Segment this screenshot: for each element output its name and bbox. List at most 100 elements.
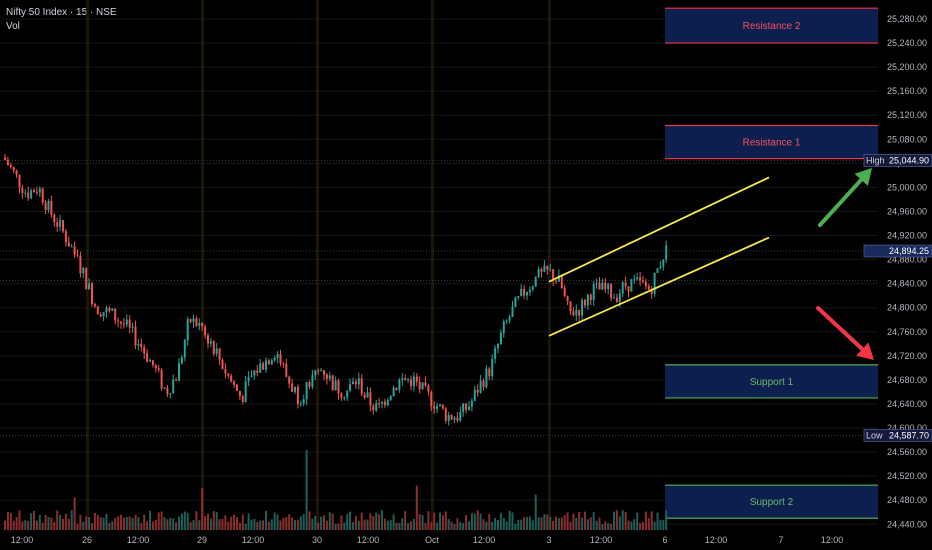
candle-body bbox=[607, 284, 610, 290]
candle-body bbox=[59, 220, 62, 227]
volume-bar bbox=[656, 512, 659, 530]
candle-body bbox=[125, 319, 128, 325]
volume-bar bbox=[265, 510, 267, 530]
volume-bar bbox=[111, 521, 114, 530]
candle-body bbox=[386, 400, 389, 406]
candle-body bbox=[465, 403, 468, 410]
volume-bar bbox=[70, 510, 73, 530]
volume-bar bbox=[540, 517, 543, 530]
candle-body bbox=[157, 368, 160, 371]
candle-body bbox=[656, 268, 659, 273]
volume-bar bbox=[47, 517, 50, 530]
candle-body bbox=[647, 286, 650, 290]
volume-bar bbox=[528, 516, 531, 530]
volume-bar bbox=[6, 511, 9, 530]
candle-body bbox=[230, 375, 233, 382]
price-tick-label: 24,960.00 bbox=[887, 206, 927, 216]
volume-bar bbox=[465, 515, 468, 530]
candle-body bbox=[50, 200, 53, 215]
candle-body bbox=[253, 370, 256, 376]
candle-body bbox=[537, 269, 540, 278]
price-tick-label: 25,240.00 bbox=[887, 38, 927, 48]
candle-body bbox=[288, 376, 291, 384]
volume-bar bbox=[407, 523, 410, 530]
candle-body bbox=[79, 255, 82, 274]
candle-body bbox=[378, 403, 381, 405]
volume-bar bbox=[273, 512, 276, 530]
volume-bar bbox=[401, 518, 404, 530]
arrow-to-support bbox=[816, 306, 865, 352]
volume-bar bbox=[366, 519, 369, 530]
volume-bar bbox=[30, 513, 33, 530]
candle-body bbox=[117, 320, 120, 322]
candle-body bbox=[642, 280, 644, 282]
low-tag-label: Low bbox=[866, 430, 883, 440]
zone-box bbox=[665, 485, 878, 519]
volume-bar bbox=[169, 517, 172, 530]
volume-bar bbox=[311, 518, 314, 530]
price-channel[interactable] bbox=[548, 176, 770, 337]
price-tick-label: 24,720.00 bbox=[887, 351, 927, 361]
volume-bar bbox=[85, 516, 88, 530]
candle-body bbox=[357, 378, 360, 385]
candle-body bbox=[433, 406, 436, 409]
volume-bar bbox=[99, 517, 102, 530]
volume-bar bbox=[279, 520, 282, 530]
price-tick-label: 25,000.00 bbox=[887, 182, 927, 192]
price-tick-label: 24,840.00 bbox=[887, 279, 927, 289]
volume-bar bbox=[476, 510, 479, 530]
candle-body bbox=[207, 335, 209, 344]
candle-body bbox=[175, 379, 178, 381]
candle-body bbox=[421, 382, 424, 390]
volume-bar bbox=[439, 512, 441, 530]
volume-bar bbox=[140, 523, 143, 530]
volume-bar bbox=[644, 511, 647, 530]
price-tick-label: 25,120.00 bbox=[887, 110, 927, 120]
volume-label[interactable]: Vol bbox=[6, 21, 20, 32]
candle-body bbox=[180, 357, 183, 364]
candle-body bbox=[140, 343, 143, 348]
candle-body bbox=[459, 411, 462, 421]
arrows[interactable] bbox=[816, 168, 874, 360]
high-tag-label: High bbox=[866, 155, 885, 165]
candle-body bbox=[578, 310, 581, 316]
volume-bar bbox=[343, 522, 346, 530]
candle-body bbox=[172, 379, 175, 394]
candle-body bbox=[317, 370, 320, 372]
time-tick-label: 12:00 bbox=[821, 535, 844, 545]
candle-body bbox=[238, 390, 241, 397]
candle-body bbox=[27, 192, 30, 199]
time-tick-label: 12:00 bbox=[357, 535, 380, 545]
volume-bar bbox=[563, 514, 566, 530]
volume-bar bbox=[288, 514, 291, 530]
symbol-title[interactable]: Nifty 50 Index · 15 · NSE bbox=[6, 7, 117, 18]
volume-bar bbox=[192, 520, 195, 530]
candle-body bbox=[508, 316, 511, 321]
candle-body bbox=[404, 378, 407, 380]
candle-body bbox=[546, 265, 549, 270]
volume-bar bbox=[613, 511, 615, 530]
candle-body bbox=[482, 380, 485, 388]
last-price-tag-value: 24,894.25 bbox=[889, 246, 929, 256]
volume-bar bbox=[375, 512, 378, 530]
candle-body bbox=[531, 286, 534, 290]
price-axis[interactable]: 25,280.00 25,240.00 25,200.00 25,160.00 25,1… bbox=[887, 14, 927, 529]
volume-bar bbox=[404, 511, 407, 530]
volume-bar bbox=[618, 516, 621, 530]
candle-body bbox=[273, 358, 276, 361]
candle-body bbox=[198, 323, 201, 326]
volume-bar bbox=[586, 519, 589, 530]
volume-bar bbox=[502, 518, 505, 530]
volume-bar bbox=[64, 513, 67, 530]
candle-body bbox=[102, 312, 105, 317]
candle-body bbox=[644, 281, 647, 287]
volume-bar bbox=[291, 517, 294, 530]
candle-body bbox=[314, 370, 317, 376]
time-axis[interactable]: 12:00 26 12:00 29 12:00 30 12:00 Oct 12:00 3 12:00… bbox=[11, 535, 844, 545]
candle-body bbox=[30, 190, 33, 199]
volume-bar bbox=[572, 513, 575, 530]
high-tag-box bbox=[863, 154, 932, 167]
volume-bar bbox=[595, 520, 598, 530]
volume-bar bbox=[386, 520, 389, 530]
